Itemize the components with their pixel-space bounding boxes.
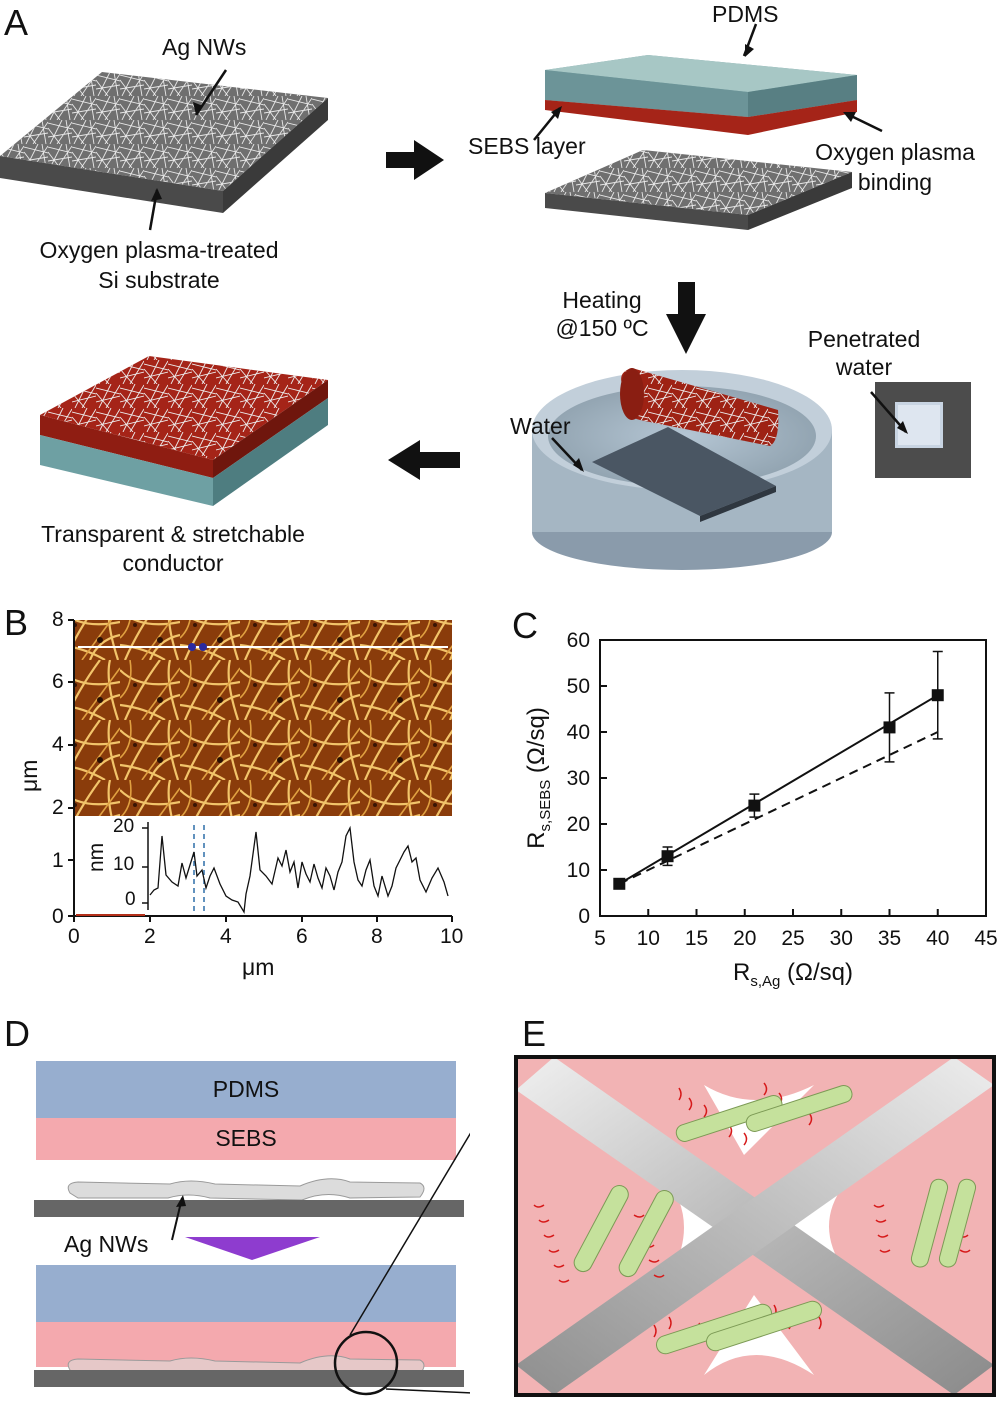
label-pdms-a: PDMS — [712, 1, 779, 27]
y-axis-label: Rs,SEBS (Ω/sq) — [523, 707, 554, 849]
afm-image — [74, 620, 452, 816]
data-point — [883, 721, 896, 734]
label-conductor-2: conductor — [122, 550, 224, 576]
panel-e-closeup — [514, 1055, 996, 1397]
x-tick-label: 5 — [594, 927, 606, 950]
label-substrate-2: Si substrate — [98, 267, 220, 293]
b-xtick-10: 10 — [440, 925, 464, 948]
ag-nw-substrate — [0, 72, 328, 213]
zoom-circle — [333, 1330, 399, 1396]
penetrated-water-photo — [875, 382, 971, 478]
reference-line — [618, 731, 939, 885]
panel-d-schematic — [34, 1061, 470, 1396]
panel-label-e: E — [522, 1013, 547, 1054]
y-tick-label: 0 — [578, 905, 590, 928]
b-ytick-6: 6 — [52, 670, 64, 693]
b-xlabel: μm — [242, 954, 275, 980]
data-point — [931, 689, 944, 702]
panel-label-c: C — [512, 605, 538, 646]
label-heating-2: @150 ºC — [555, 315, 649, 341]
d-label-pdms: PDMS — [212, 1076, 280, 1102]
label-binding-2: binding — [857, 169, 933, 195]
b-ytick-8: 8 — [52, 608, 64, 631]
substrate-bottom — [34, 1370, 464, 1387]
b-xtick-4: 4 — [220, 925, 232, 948]
b-ytick-2: 2 — [52, 796, 64, 819]
y-tick-label: 20 — [567, 813, 590, 836]
label-water: Water — [510, 413, 571, 439]
y-tick-label: 50 — [567, 675, 590, 698]
x-tick-label: 30 — [830, 927, 853, 950]
x-tick-label: 40 — [926, 927, 949, 950]
label-heating-1: Heating — [562, 287, 642, 313]
b-ytick-0: 0 — [52, 905, 64, 928]
panel-c-chart: 5 10 15 20 25 30 35 40 45 0 10 20 30 40 50 60 Rs,Ag (Ω/s… — [523, 629, 998, 990]
plot-frame — [599, 639, 987, 917]
x-tick-label: 45 — [974, 927, 997, 950]
b-xtick-0: 0 — [68, 925, 80, 948]
label-penetrated-1: Penetrated — [807, 326, 921, 352]
pdms-layer-top — [36, 1061, 456, 1118]
process-arrow-down — [666, 282, 706, 354]
y-tick-label: 40 — [567, 721, 590, 744]
b-ytick-4: 4 — [52, 733, 64, 756]
b-ytick-1: 1 — [52, 849, 64, 872]
inset-tick-20: 20 — [113, 816, 135, 837]
final-conductor — [40, 356, 328, 506]
x-axis-label: Rs,Ag (Ω/sq) — [733, 959, 853, 990]
panel-b-afm — [68, 619, 453, 922]
process-arrow-right — [386, 140, 444, 180]
panel-a-schematic — [0, 23, 971, 570]
x-tick-label: 35 — [878, 927, 901, 950]
label-penetrated-2: water — [835, 354, 893, 380]
d-label-ag-nws: Ag NWs — [64, 1231, 149, 1257]
pdms-layer-bottom — [36, 1265, 456, 1322]
panel-label-b: B — [4, 602, 29, 643]
y-tick-label: 60 — [567, 629, 590, 652]
x-tick-label: 10 — [637, 927, 660, 950]
inset-tick-10: 10 — [113, 854, 135, 875]
b-xtick-8: 8 — [371, 925, 383, 948]
b-xtick-2: 2 — [144, 925, 156, 948]
label-ag-nws: Ag NWs — [162, 34, 247, 60]
pdms-sebs-stack — [545, 55, 857, 135]
process-arrow-left — [388, 440, 460, 480]
x-tick-label: 20 — [733, 927, 756, 950]
data-point — [748, 799, 761, 812]
label-conductor-1: Transparent & stretchable — [41, 521, 305, 547]
label-substrate-1: Oxygen plasma-treated — [39, 237, 279, 263]
x-tick-label: 25 — [781, 927, 804, 950]
panel-label-d: D — [4, 1013, 30, 1054]
x-tick-label: 15 — [685, 927, 708, 950]
process-arrow-purple — [185, 1237, 320, 1260]
substrate-top — [34, 1200, 464, 1217]
ag-nw-substrate-2 — [545, 150, 852, 230]
sebs-layer-top — [36, 1118, 456, 1160]
panel-label-a: A — [4, 2, 29, 43]
inset-tick-0: 0 — [125, 889, 136, 910]
y-tick-label: 30 — [567, 767, 590, 790]
d-label-sebs: SEBS — [215, 1125, 277, 1151]
height-profile-inset — [142, 822, 449, 914]
y-tick-label: 10 — [567, 859, 590, 882]
label-sebs-layer: SEBS layer — [468, 133, 586, 159]
water-dish — [532, 368, 832, 570]
data-point — [661, 850, 674, 863]
label-binding-1: Oxygen plasma — [815, 139, 975, 165]
data-point — [613, 877, 626, 890]
b-xtick-6: 6 — [296, 925, 308, 948]
